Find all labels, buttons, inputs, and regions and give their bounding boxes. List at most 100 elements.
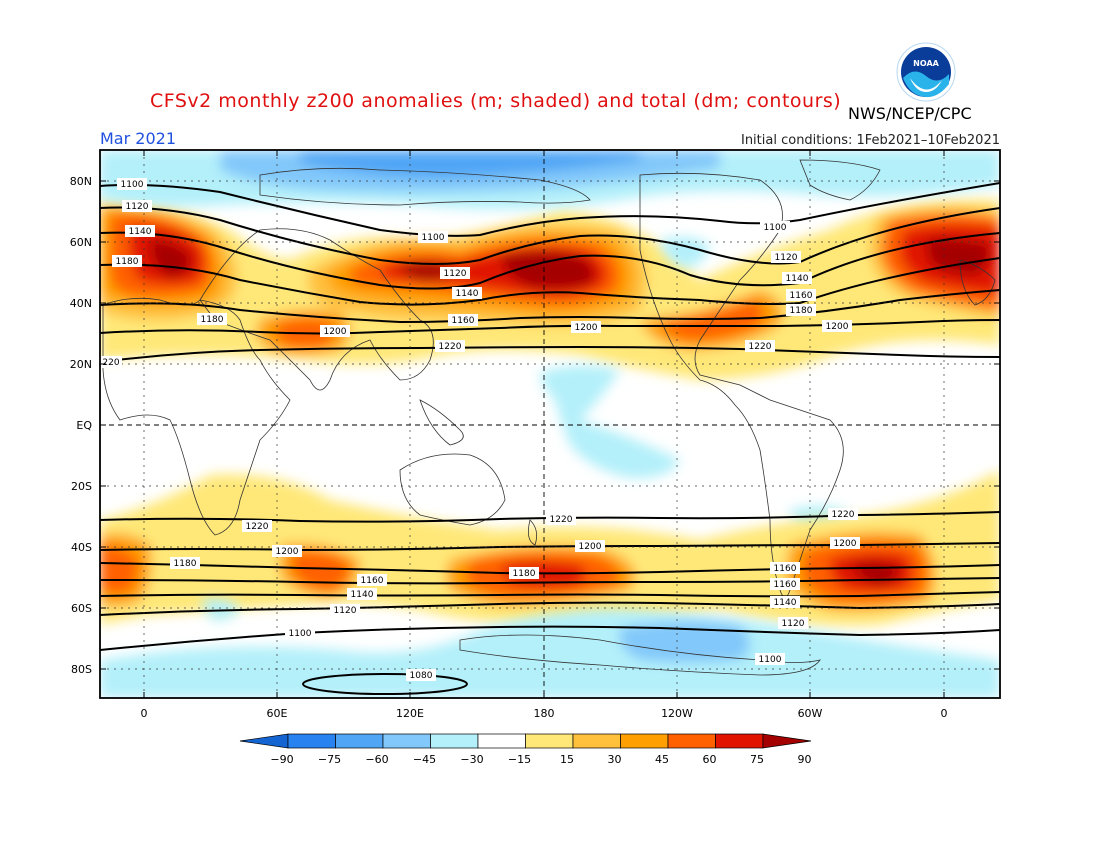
contour-label: 1200 (822, 320, 852, 332)
svg-text:NOAA: NOAA (913, 59, 939, 68)
contour-label-text: 1100 (121, 180, 144, 190)
contour-label-text: 1100 (759, 655, 782, 665)
lon-label: 120E (396, 707, 424, 720)
contour-label-text: 1120 (444, 269, 467, 279)
contour-label-text: 1200 (579, 542, 602, 552)
colorbar-arrow-left (239, 733, 289, 749)
contour-label: 220 (100, 356, 122, 368)
colorbar-labels: −90 −75 −60 −45 −30 −15 15 30 45 60 75 90 (270, 753, 811, 766)
contour-label-text: 1220 (246, 522, 269, 532)
contour-label: 1120 (440, 267, 470, 279)
colorbar-tick-label: 30 (608, 753, 622, 766)
lat-label: 60S (71, 602, 92, 615)
contour-label-text: 1200 (826, 322, 849, 332)
colorbar-tick-label: 45 (655, 753, 669, 766)
contour-label-text: 1140 (456, 289, 479, 299)
colorbar-tick-label: 90 (798, 753, 812, 766)
lat-label: 40N (70, 297, 92, 310)
contour-label-text: 1100 (764, 223, 787, 233)
colorbar (239, 733, 812, 749)
contour-label-text: 1140 (351, 590, 374, 600)
lon-label: 0 (141, 707, 148, 720)
contour-label: 1160 (786, 289, 816, 301)
agency-label: NWS/NCEP/CPC (848, 104, 972, 123)
contour-label-text: 1200 (324, 327, 347, 337)
contour-label: 1140 (782, 272, 812, 284)
colorbar-tick-label: 75 (750, 753, 764, 766)
colorbar-tick-label: 60 (703, 753, 717, 766)
contour-label-text: 1080 (410, 671, 433, 681)
colorbar-swatch (335, 733, 384, 749)
colorbar-swatch (430, 733, 479, 749)
contour-label: 1200 (830, 537, 860, 549)
contour-label: 1100 (418, 231, 448, 243)
contour-label-text: 1200 (276, 547, 299, 557)
contour-label-text: 1160 (452, 316, 475, 326)
colorbar-tick-label: 15 (560, 753, 574, 766)
contour-labels: 1100 1120 1140 1180 1100 1120 1140 1160 … (100, 178, 860, 681)
contour-label: 1100 (117, 178, 147, 190)
equator-dateline (100, 150, 1000, 698)
contour-label-text: 1140 (774, 598, 797, 608)
lat-label: 80S (71, 663, 92, 676)
contour-label-text: 1160 (790, 291, 813, 301)
contour-label: 1180 (786, 304, 816, 316)
contour-label-text: 1160 (774, 564, 797, 574)
contour-label: 1160 (448, 314, 478, 326)
lat-label: 80N (70, 175, 92, 188)
colorbar-tick-label: −15 (508, 753, 531, 766)
contour-label: 1100 (755, 653, 785, 665)
initial-conditions: Initial conditions: 1Feb2021–10Feb2021 (740, 133, 1000, 148)
contour-label-text: 1220 (550, 515, 573, 525)
contour-label: 1160 (357, 574, 387, 586)
contour-label-text: 1120 (775, 253, 798, 263)
contour-label: 1200 (272, 545, 302, 557)
contour-label-text: 1200 (834, 539, 857, 549)
colorbar-tick-label: −30 (460, 753, 483, 766)
colorbar-tick-label: −45 (413, 753, 436, 766)
contour-label: 1080 (406, 669, 436, 681)
contour-label-text: 220 (102, 358, 119, 368)
contour-label-text: 1100 (422, 233, 445, 243)
contour-label: 1120 (778, 617, 808, 629)
contour-label-text: 1140 (129, 227, 152, 237)
lat-label: 60N (70, 236, 92, 249)
contour-label-text: 1180 (513, 569, 536, 579)
latitude-labels: 80N 60N 40N 20N EQ 20S 40S 60S 80S (70, 175, 93, 676)
contour-label: 1200 (320, 325, 350, 337)
contour-label: 1220 (745, 340, 775, 352)
contour-label: 1100 (285, 627, 315, 639)
contour-label: 1140 (347, 588, 377, 600)
contour-label-text: 1120 (126, 202, 149, 212)
contour-label: 1160 (770, 562, 800, 574)
colorbar-swatch (382, 733, 431, 749)
contour-label: 1120 (122, 200, 152, 212)
colorbar-swatch (715, 733, 764, 749)
contour-label: 1180 (197, 313, 227, 325)
contour-label-text: 1220 (749, 342, 772, 352)
lon-label: 120W (661, 707, 693, 720)
colorbar-arrow-right (762, 733, 812, 749)
contour-label: 1220 (546, 513, 576, 525)
contour-label-text: 1160 (774, 580, 797, 590)
colorbar-swatch (525, 733, 574, 749)
forecast-month: Mar 2021 (100, 129, 176, 148)
contour-label-text: 1140 (786, 274, 809, 284)
lat-label: 20S (71, 480, 92, 493)
lat-label: EQ (76, 419, 92, 432)
lat-label: 20N (70, 358, 92, 371)
graticule (100, 150, 1000, 698)
colorbar-swatch (572, 733, 621, 749)
contour-label-text: 1180 (174, 559, 197, 569)
noaa-logo-icon: NOAA (896, 42, 956, 102)
anomaly-shading: 1100 1120 1140 1180 1100 1120 1140 1160 … (100, 150, 1000, 698)
contour-label: 1220 (242, 520, 272, 532)
contour-label: 1140 (770, 596, 800, 608)
contour-label-text: 1120 (334, 606, 357, 616)
lon-label: 180 (534, 707, 555, 720)
contour-label: 1200 (571, 321, 601, 333)
continent-outlines (102, 159, 996, 676)
contour-label: 1220 (435, 340, 465, 352)
contour-label-text: 1180 (116, 257, 139, 267)
